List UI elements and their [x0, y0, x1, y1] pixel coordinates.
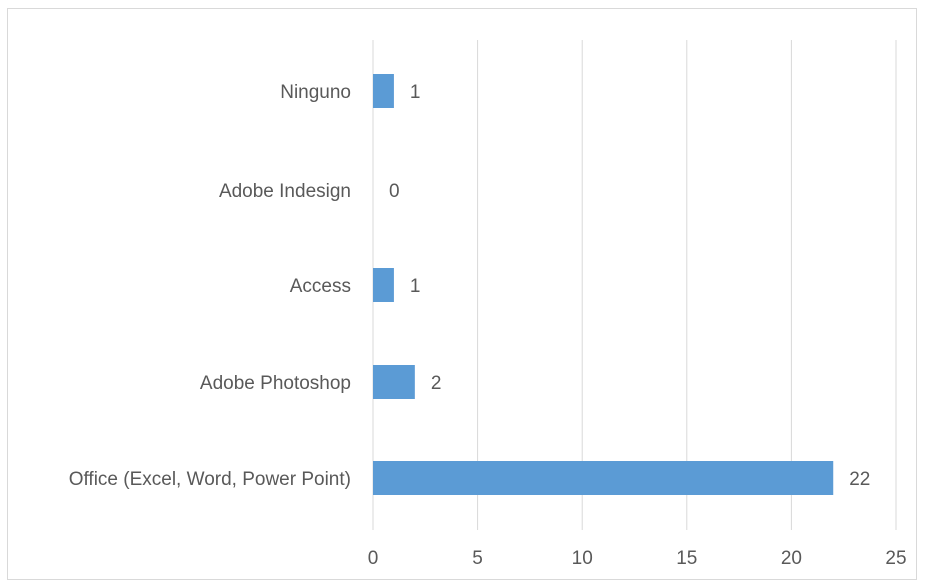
bar-3	[373, 365, 415, 399]
gridlines	[372, 40, 897, 530]
data-label-access: 1	[410, 276, 421, 297]
data-labels: 1 0 1 2 22	[389, 82, 870, 490]
category-label-ninguno: Ninguno	[280, 82, 351, 103]
x-tick-label-10: 10	[572, 548, 593, 569]
x-tick-label-20: 20	[781, 548, 802, 569]
category-label-access: Access	[290, 276, 351, 297]
data-label-ninguno: 1	[410, 82, 421, 103]
bar-2	[373, 268, 394, 302]
data-label-adobe-indesign: 0	[389, 181, 400, 202]
data-label-adobe-photoshop: 2	[431, 373, 442, 394]
x-tick-label-15: 15	[676, 548, 697, 569]
bars	[373, 74, 834, 495]
category-labels: Ninguno Adobe Indesign Access Adobe Phot…	[69, 82, 351, 490]
bar-0	[373, 74, 394, 108]
category-label-adobe-indesign: Adobe Indesign	[219, 181, 351, 202]
category-label-office: Office (Excel, Word, Power Point)	[69, 469, 351, 490]
x-tick-label-25: 25	[885, 548, 906, 569]
x-axis-tick-labels: 0 5 10 15 20 25	[368, 548, 907, 569]
bar-4	[373, 461, 834, 495]
category-label-adobe-photoshop: Adobe Photoshop	[200, 373, 351, 394]
x-tick-label-5: 5	[472, 548, 483, 569]
data-label-office: 22	[849, 469, 870, 490]
x-tick-label-0: 0	[368, 548, 379, 569]
